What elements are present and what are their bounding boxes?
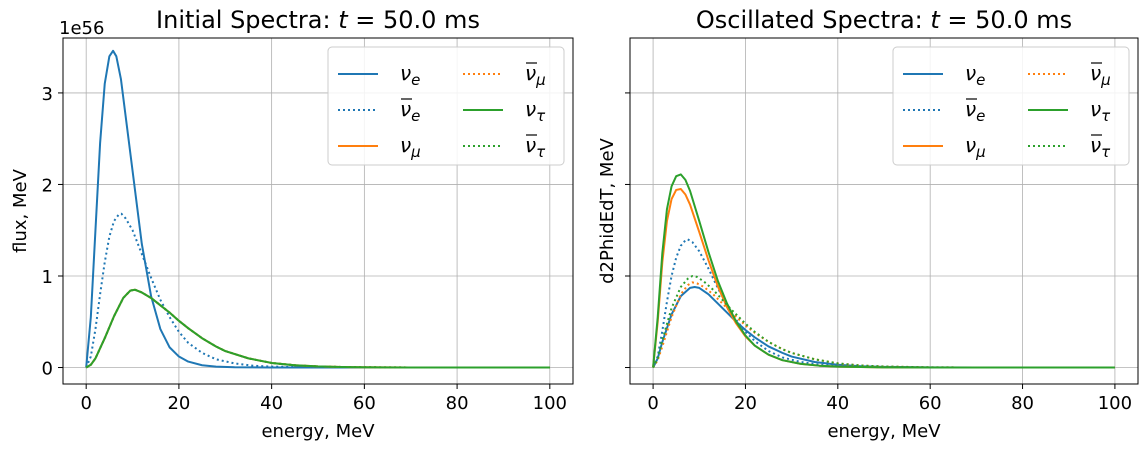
x-tick-label: 80 xyxy=(446,393,469,414)
y-offset-text: 1e56 xyxy=(59,18,104,39)
series-line-3 xyxy=(652,281,1115,369)
x-tick-label: 40 xyxy=(260,393,283,414)
x-tick-label: 60 xyxy=(919,393,942,414)
chart-title: Initial Spectra: t = 50.0 ms xyxy=(156,6,480,34)
legend: νe νe νμ νμ ντ ντ xyxy=(327,46,565,166)
x-axis-label: energy, MeV xyxy=(261,421,375,442)
legend-label-5: ντ xyxy=(525,133,546,161)
x-axis-label: energy, MeV xyxy=(827,421,941,442)
x-tick-label: 0 xyxy=(647,393,658,414)
chart-title: Oscillated Spectra: t = 50.0 ms xyxy=(696,6,1072,34)
y-tick-label: 0 xyxy=(42,359,53,380)
x-tick-label: 20 xyxy=(734,393,757,414)
x-tick-label: 80 xyxy=(1011,393,1034,414)
legend-label-1: νe xyxy=(965,97,985,125)
legend-label-4: ντ xyxy=(1090,97,1111,125)
x-tick-label: 20 xyxy=(167,393,190,414)
x-tick-label: 100 xyxy=(1098,393,1132,414)
series-line-5 xyxy=(652,274,1115,369)
legend-label-1: νe xyxy=(400,97,420,125)
axes-frame xyxy=(62,37,574,385)
y-tick-label: 1 xyxy=(42,267,53,288)
legend-label-2: νμ xyxy=(400,133,421,161)
initial-spectra-chart: 0 20 40 60 80 100 0 1 2 3 1e56 Initial Spectra: t =… xyxy=(10,6,574,442)
y-tick-label: 3 xyxy=(42,84,53,105)
x-tick-label: 60 xyxy=(353,393,376,414)
series-line-4 xyxy=(652,173,1115,369)
legend: νe νe νμ νμ ντ ντ xyxy=(892,46,1130,166)
y-tick-label: 2 xyxy=(42,175,53,196)
series-line-0 xyxy=(85,49,550,369)
series-line-1 xyxy=(85,212,550,369)
legend-label-2: νμ xyxy=(965,133,986,161)
legend-label-3: νμ xyxy=(1090,61,1111,89)
x-tick-label: 100 xyxy=(533,393,567,414)
x-tick-label: 40 xyxy=(826,393,849,414)
axes-frame xyxy=(629,37,1139,385)
y-axis-label: flux, MeV xyxy=(10,168,31,252)
legend-box xyxy=(327,46,565,166)
oscillated-spectra-chart: 0 20 40 60 80 100 Oscillated Spectra: t = 50.0… xyxy=(597,6,1139,442)
legend-label-0: νe xyxy=(965,61,985,89)
x-tick-label: 0 xyxy=(80,393,91,414)
legend-label-5: ντ xyxy=(1090,133,1111,161)
series-line-4 xyxy=(85,288,550,369)
legend-label-3: νμ xyxy=(525,61,546,89)
legend-label-4: ντ xyxy=(525,97,546,125)
legend-box xyxy=(892,46,1130,166)
legend-label-0: νe xyxy=(400,61,420,89)
y-axis-label: d2PhidEdT, MeV xyxy=(597,137,618,283)
